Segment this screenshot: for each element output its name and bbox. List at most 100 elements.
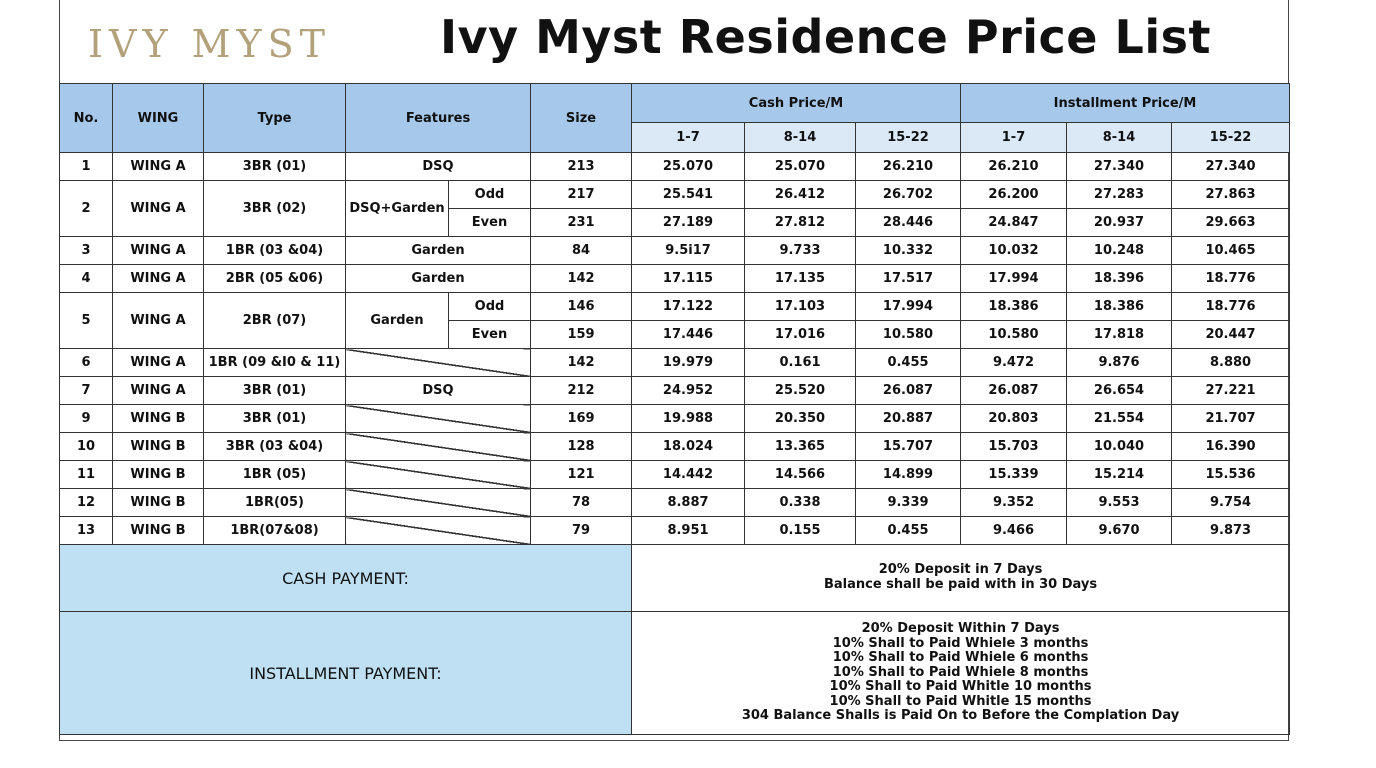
installment-term-line: 304 Balance Shalls is Paid On to Before …	[741, 708, 1180, 724]
cell-inst-3: 27.863	[1171, 180, 1291, 209]
table-row: 11 WING B 1BR (05) 121 14.442 14.566 14.…	[59, 460, 1291, 489]
cell-inst-2: 17.818	[1066, 320, 1173, 349]
cell-cash-2: 13.365	[744, 432, 857, 461]
cell-size: 121	[530, 460, 633, 489]
cell-size: 159	[530, 320, 633, 349]
installment-payment-terms: 20% Deposit Within 7 Days 10% Shall to P…	[631, 611, 1291, 735]
cell-cash-1: 17.446	[631, 320, 746, 349]
col-header-no: No.	[59, 83, 113, 153]
cell-cash-3: 17.994	[855, 292, 962, 321]
cell-type: 1BR(07&08)	[203, 516, 346, 545]
col-header-size: Size	[530, 83, 633, 153]
installment-term-line: 10% Shall to Paid Whiele 3 months	[832, 635, 1089, 651]
cell-inst-1: 17.994	[960, 264, 1068, 293]
cash-period-2: 8-14	[744, 122, 857, 153]
cell-wing: WING A	[112, 180, 204, 237]
cell-cash-1: 27.189	[631, 208, 746, 237]
cell-inst-3: 9.873	[1171, 516, 1291, 545]
cell-cash-2: 27.812	[744, 208, 857, 237]
cell-no: 7	[59, 376, 113, 405]
cell-no: 9	[59, 404, 113, 433]
installment-term-line: 10% Shall to Paid Whitle 10 months	[829, 679, 1092, 695]
cell-inst-2: 21.554	[1066, 404, 1173, 433]
installment-period-1: 1-7	[960, 122, 1068, 153]
cell-inst-3: 16.390	[1171, 432, 1291, 461]
price-table: No. WING Type Features Size Cash Price/M…	[58, 83, 1291, 735]
cell-cash-1: 17.122	[631, 292, 746, 321]
cell-cash-2: 14.566	[744, 460, 857, 489]
cell-features-empty	[344, 460, 532, 489]
cell-type: 1BR(05)	[203, 488, 346, 517]
cell-wing: WING A	[112, 348, 204, 377]
cell-type: 3BR (01)	[203, 376, 346, 405]
cell-wing: WING A	[112, 264, 204, 293]
cell-inst-1: 26.210	[960, 152, 1068, 181]
cell-inst-1: 10.580	[960, 320, 1068, 349]
cell-inst-3: 20.447	[1171, 320, 1291, 349]
cell-cash-1: 19.988	[631, 404, 746, 433]
cell-cash-1: 25.070	[631, 152, 746, 181]
cell-size: 84	[530, 236, 633, 265]
cell-cash-2: 17.135	[744, 264, 857, 293]
cell-inst-1: 9.472	[960, 348, 1068, 377]
cell-size: 128	[530, 432, 633, 461]
cell-wing: WING A	[112, 376, 204, 405]
cell-wing: WING B	[112, 404, 204, 433]
cell-size: 79	[530, 516, 633, 545]
cell-cash-1: 18.024	[631, 432, 746, 461]
cell-cash-2: 17.103	[744, 292, 857, 321]
cell-features: Garden	[344, 236, 532, 265]
table-row: 9 WING B 3BR (01) 169 19.988 20.350 20.8…	[59, 404, 1291, 433]
cell-inst-1: 9.352	[960, 488, 1068, 517]
table-row: 6 WING A 1BR (09 &I0 & 11) 142 19.979 0.…	[59, 348, 1291, 377]
cell-inst-2: 26.654	[1066, 376, 1173, 405]
cell-type: 3BR (01)	[203, 404, 346, 433]
cell-type: 2BR (05 &06)	[203, 264, 346, 293]
cell-type: 1BR (03 &04)	[203, 236, 346, 265]
cell-size: 217	[530, 180, 633, 209]
cell-inst-3: 27.221	[1171, 376, 1291, 405]
cell-inst-2: 18.386	[1066, 292, 1173, 321]
cell-cash-3: 20.887	[855, 404, 962, 433]
cell-features: DSQ+Garden	[345, 180, 449, 237]
cell-inst-1: 26.200	[960, 180, 1068, 209]
cell-cash-1: 25.541	[631, 180, 746, 209]
cell-cash-2: 0.155	[744, 516, 857, 545]
cell-cash-3: 26.210	[855, 152, 962, 181]
table-row: 1 WING A 3BR (01) DSQ 213 25.070 25.070 …	[59, 152, 1291, 181]
cell-wing: WING B	[112, 516, 204, 545]
cell-cash-2: 17.016	[744, 320, 857, 349]
cash-payment-label: CASH PAYMENT:	[58, 544, 633, 612]
cell-no: 1	[59, 152, 113, 181]
cell-cash-3: 14.899	[855, 460, 962, 489]
cell-inst-3: 15.536	[1171, 460, 1291, 489]
cash-payment-row: CASH PAYMENT: 20% Deposit in 7 Days Bala…	[58, 544, 1291, 612]
cash-term-line: 20% Deposit in 7 Days	[878, 562, 1043, 578]
cell-size: 213	[530, 152, 633, 181]
header-row-top: No. WING Type Features Size Cash Price/M…	[59, 83, 1291, 153]
installment-term-line: 20% Deposit Within 7 Days	[861, 620, 1060, 636]
cell-wing: WING A	[112, 292, 204, 349]
cell-inst-3: 8.880	[1171, 348, 1291, 377]
page-title: Ivy Myst Residence Price List	[440, 10, 1211, 64]
cell-inst-3: 18.776	[1171, 264, 1291, 293]
cell-no: 6	[59, 348, 113, 377]
cell-inst-3: 18.776	[1171, 292, 1291, 321]
installment-period-3: 15-22	[1171, 122, 1291, 153]
cell-size: 146	[530, 292, 633, 321]
cell-no: 3	[59, 236, 113, 265]
cell-subtype: Even	[447, 320, 532, 349]
cash-payment-terms: 20% Deposit in 7 Days Balance shall be p…	[631, 544, 1291, 612]
table-row: 5 WING A 2BR (07) Garden Odd 146 17.122 …	[59, 292, 1291, 349]
cell-cash-3: 15.707	[855, 432, 962, 461]
cell-cash-3: 10.332	[855, 236, 962, 265]
cell-wing: WING A	[112, 152, 204, 181]
cell-cash-1: 19.979	[631, 348, 746, 377]
cell-wing: WING B	[112, 432, 204, 461]
cell-type: 3BR (03 &04)	[203, 432, 346, 461]
cell-inst-3: 10.465	[1171, 236, 1291, 265]
table-row: Even 159 17.446 17.016 10.580 10.580 17.…	[60, 320, 1291, 349]
cell-features: DSQ	[344, 152, 532, 181]
installment-term-line: 10% Shall to Paid Whiele 6 months	[832, 650, 1089, 666]
cell-inst-1: 18.386	[960, 292, 1068, 321]
